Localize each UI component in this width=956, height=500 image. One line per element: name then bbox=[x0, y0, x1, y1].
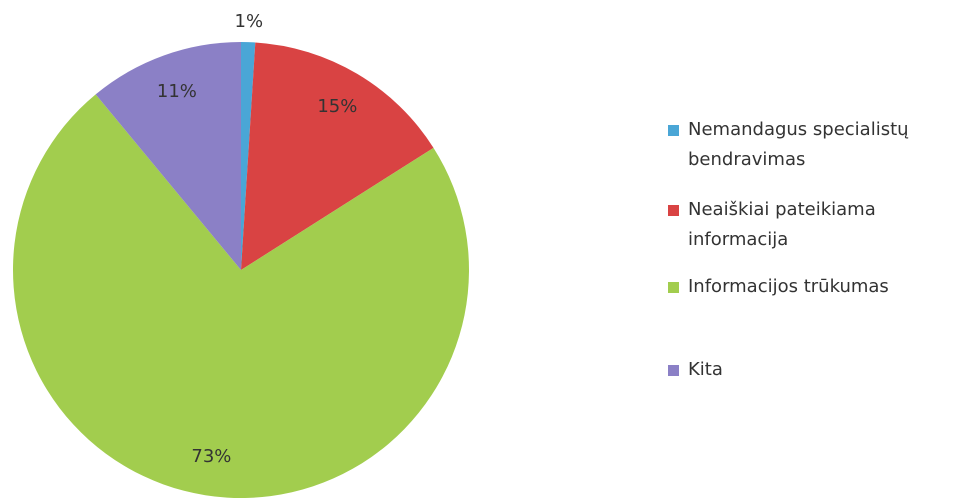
legend-item: Nemandagus specialistų bendravimas bbox=[668, 115, 928, 175]
legend-item: Informacijos trūkumas bbox=[668, 272, 928, 302]
pie-slice bbox=[13, 94, 469, 498]
legend-swatch bbox=[668, 282, 679, 293]
data-label: 15% bbox=[317, 96, 357, 117]
legend-swatch bbox=[668, 125, 679, 136]
pie-slice bbox=[95, 42, 241, 270]
legend-label: Informacijos trūkumas bbox=[688, 276, 889, 297]
legend-swatch bbox=[668, 205, 679, 216]
data-label: 73% bbox=[191, 446, 231, 467]
legend-item: Neaiškiai pateikiama informacija bbox=[668, 195, 928, 255]
legend-label: Kita bbox=[688, 359, 723, 380]
data-label: 11% bbox=[157, 81, 197, 102]
data-label: 1% bbox=[235, 11, 264, 32]
pie-slice bbox=[241, 42, 256, 270]
legend-label: Neaiškiai pateikiama informacija bbox=[688, 199, 876, 250]
legend-item: Kita bbox=[668, 355, 928, 385]
legend-label: Nemandagus specialistų bendravimas bbox=[688, 119, 909, 170]
pie-slice bbox=[241, 42, 434, 270]
legend-swatch bbox=[668, 365, 679, 376]
